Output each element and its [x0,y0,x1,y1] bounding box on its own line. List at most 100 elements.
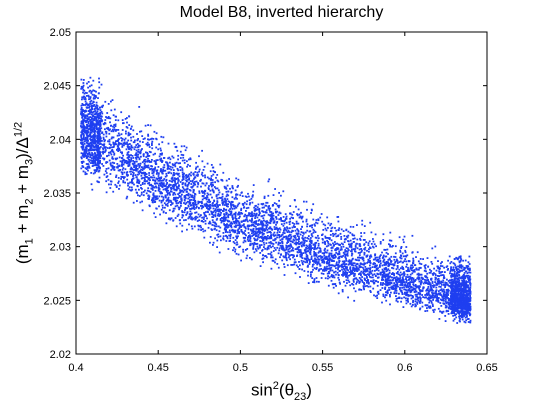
data-point [212,211,215,213]
data-point [160,176,163,179]
data-point [415,256,417,258]
data-point [211,219,214,222]
data-point [461,314,464,317]
data-point [86,145,89,148]
data-point [90,183,93,186]
data-point [212,170,215,172]
data-point [81,111,83,114]
data-point [454,303,457,305]
data-point [226,237,229,240]
data-point [152,201,154,204]
data-point [171,155,174,158]
data-point [435,289,438,292]
data-point [168,184,170,187]
data-point [147,138,149,141]
data-point [106,175,109,177]
data-point [126,153,129,156]
data-point [437,290,440,293]
data-point [366,277,368,279]
data-point [148,159,151,162]
data-point [402,281,405,284]
data-point [81,103,84,105]
data-point [319,248,322,250]
data-point [269,253,272,255]
data-point [166,205,169,207]
data-point [96,107,99,110]
data-point [212,207,215,210]
data-point [222,216,225,218]
data-point [161,183,164,186]
data-point [321,241,324,244]
data-point [108,159,111,162]
data-point [398,281,400,283]
data-point [192,188,195,191]
data-point [100,111,103,113]
data-point [447,294,450,296]
data-point [201,195,204,197]
data-point [449,279,451,282]
data-point [272,214,275,217]
data-point [431,247,434,250]
data-point [177,177,179,180]
data-point [139,152,142,155]
data-point [341,274,343,276]
data-point [458,266,461,269]
data-point [245,215,248,217]
data-point [347,230,350,233]
data-point [85,157,88,159]
data-point [274,258,277,261]
data-point [439,274,442,277]
data-point [301,226,303,228]
data-point [80,136,83,139]
data-point [169,199,172,202]
data-point [245,203,248,206]
data-point [173,171,175,174]
data-point [206,200,209,203]
data-point [254,207,257,210]
data-point [242,241,245,244]
data-point [452,294,455,297]
data-point [395,299,398,302]
data-point [313,281,316,284]
data-point [80,107,83,109]
data-point [230,226,233,229]
data-point [467,281,469,283]
data-point [459,320,461,323]
data-point [300,217,303,220]
data-point [105,161,108,163]
data-point [364,285,367,288]
data-point [270,246,272,249]
data-point [286,226,288,229]
data-point [281,238,283,241]
data-point [405,246,408,248]
data-point [119,151,122,154]
data-point [438,285,441,288]
data-point [369,264,371,267]
data-point [282,190,285,193]
data-point [267,213,270,216]
data-point [125,197,128,200]
data-point [386,283,389,286]
data-point [395,292,398,294]
data-point [255,204,257,207]
data-point [152,171,155,174]
data-point [358,244,361,247]
data-point [113,166,116,168]
data-point [232,249,234,252]
data-point [145,166,148,168]
data-point [108,129,111,132]
data-point [295,241,297,244]
data-point [430,301,433,304]
data-point [327,222,330,225]
data-point [134,154,137,156]
data-point [297,266,299,268]
data-point [313,250,315,253]
data-point [352,267,355,269]
data-point [383,261,386,264]
data-point [113,108,116,111]
data-point [93,138,96,141]
data-point [198,192,201,194]
data-point [386,291,389,293]
data-point [177,154,180,157]
data-point [441,274,444,276]
